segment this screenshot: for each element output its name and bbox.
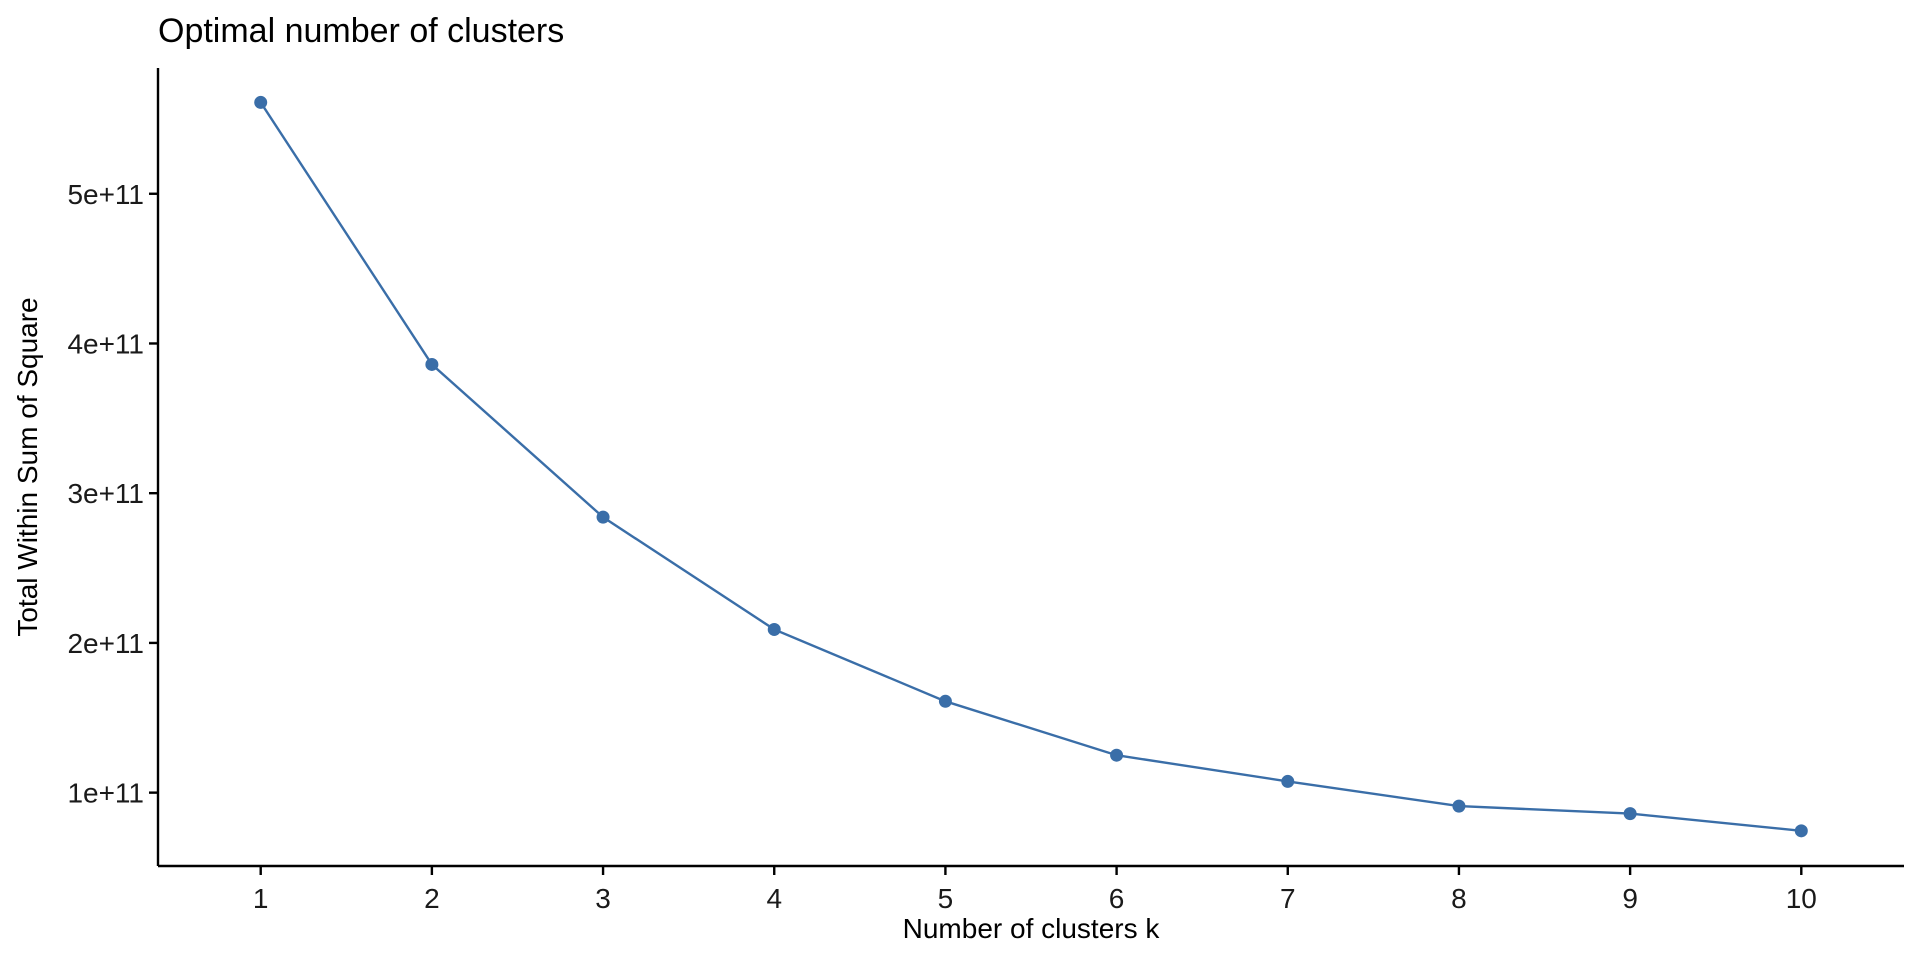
y-ticks: 1e+11 2e+11 3e+11 4e+11 5e+11 — [67, 179, 158, 809]
series-points — [254, 95, 1808, 838]
y-tick-label: 4e+11 — [67, 328, 144, 359]
data-point — [1623, 807, 1637, 821]
y-axis-title: Total Within Sum of Square — [12, 297, 43, 636]
data-point — [1281, 774, 1295, 788]
data-point — [938, 694, 952, 708]
x-tick-label: 9 — [1622, 883, 1638, 914]
x-tick-label: 10 — [1786, 883, 1817, 914]
chart-title: Optimal number of clusters — [158, 12, 564, 50]
x-ticks: 1 2 3 4 5 6 7 8 9 10 — [253, 866, 1817, 914]
series-layer — [254, 95, 1808, 838]
data-point — [254, 95, 268, 109]
axes — [156, 68, 1904, 868]
x-axis-title: Number of clusters k — [903, 913, 1161, 944]
data-point — [1452, 799, 1466, 813]
series-line — [259, 101, 1802, 833]
x-tick-label: 3 — [595, 883, 611, 914]
x-tick-label: 1 — [253, 883, 269, 914]
x-tick-label: 8 — [1451, 883, 1467, 914]
data-point — [1794, 824, 1808, 838]
y-tick-label: 1e+11 — [67, 778, 144, 809]
x-tick-label: 7 — [1280, 883, 1296, 914]
x-tick-label: 2 — [424, 883, 440, 914]
x-tick-label: 4 — [766, 883, 782, 914]
data-point — [425, 357, 439, 371]
x-tick-label: 5 — [938, 883, 954, 914]
data-point — [596, 510, 610, 524]
y-tick-label: 3e+11 — [67, 478, 144, 509]
data-point — [1110, 748, 1124, 762]
y-tick-label: 2e+11 — [67, 628, 144, 659]
y-tick-label: 5e+11 — [67, 179, 144, 210]
data-point — [767, 622, 781, 636]
x-tick-label: 6 — [1109, 883, 1125, 914]
